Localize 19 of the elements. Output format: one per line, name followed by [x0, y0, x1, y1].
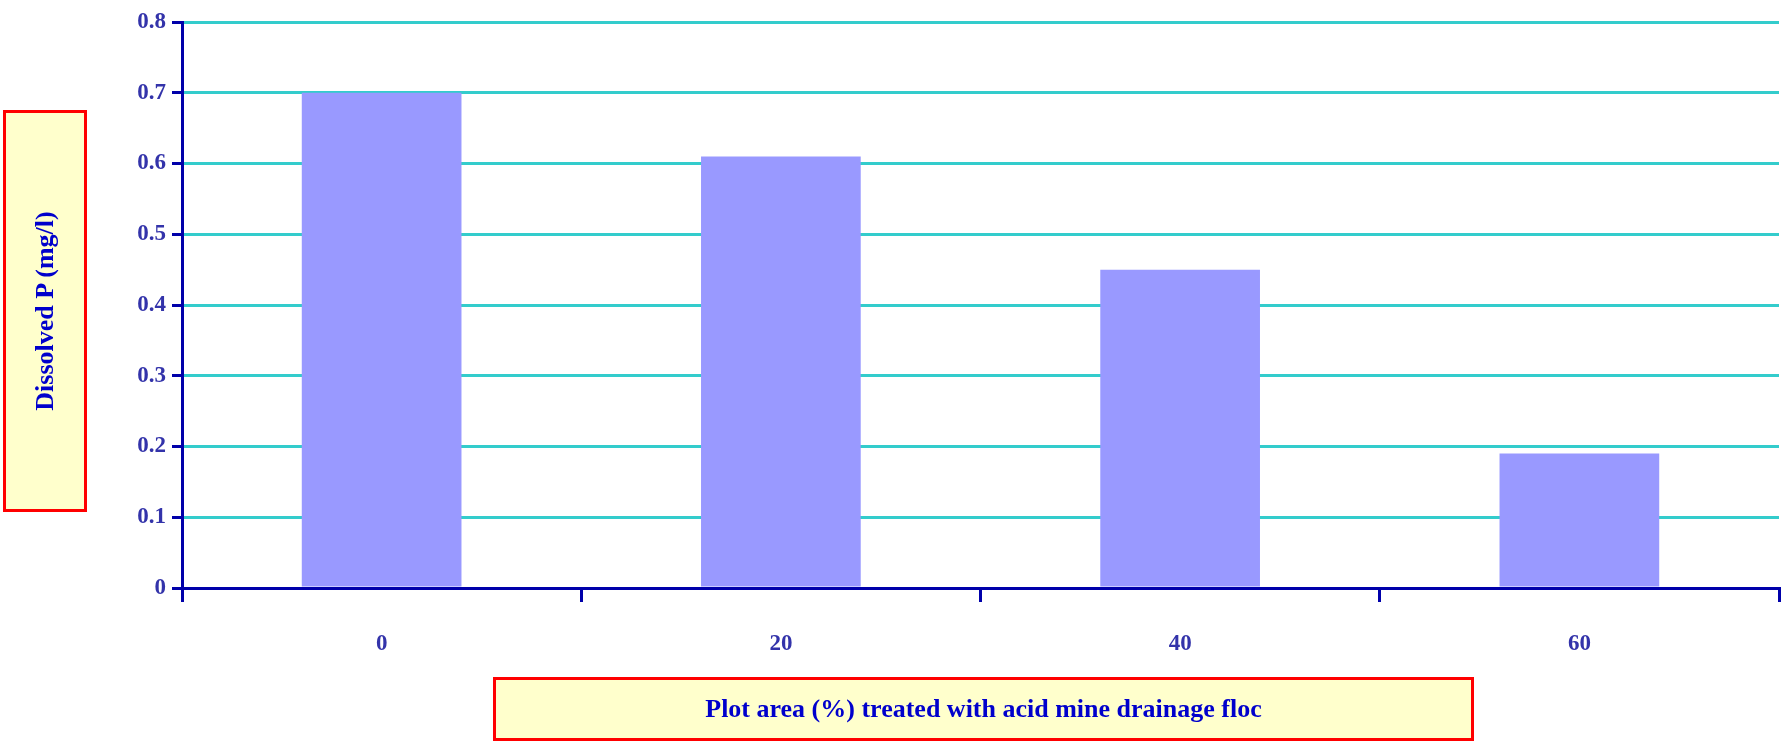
bar	[301, 92, 462, 587]
y-tick-label: 0.1	[137, 503, 166, 529]
x-tick-label: 0	[375, 629, 388, 655]
x-axis-title: Plot area (%) treated with acid mine drainage floc	[493, 677, 1474, 741]
bar	[1499, 453, 1660, 587]
x-tick-label: 60	[1567, 629, 1591, 655]
y-tick-label: 0.4	[137, 290, 167, 316]
y-tick-label: 0.3	[137, 361, 166, 387]
x-tick-label: 20	[769, 629, 793, 655]
y-tick-label: 0	[154, 573, 166, 599]
x-tick-label: 40	[1168, 629, 1192, 655]
y-tick-label: 0.8	[137, 7, 166, 33]
y-axis-title: Dissolved P (mg/l)	[30, 211, 60, 411]
y-tick-label: 0.5	[137, 220, 166, 246]
y-tick-label: 0.6	[137, 149, 166, 175]
bar	[1100, 269, 1260, 587]
bar	[701, 156, 861, 587]
y-tick-label: 0.2	[137, 432, 166, 458]
y-tick-label: 0.7	[137, 78, 166, 104]
